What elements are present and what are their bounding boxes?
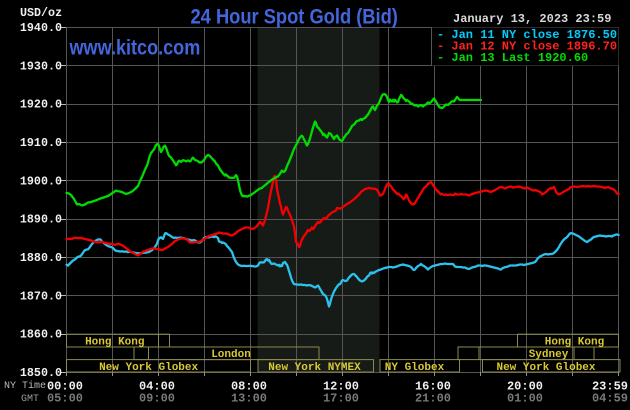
svg-text:Hong Kong: Hong Kong (545, 337, 604, 349)
svg-text:16:00: 16:00 (415, 380, 451, 394)
svg-text:January 13, 2023 23:59: January 13, 2023 23:59 (453, 12, 611, 26)
svg-text:1880.0: 1880.0 (20, 251, 62, 265)
svg-text:12:00: 12:00 (323, 380, 359, 394)
svg-text:1940.0: 1940.0 (20, 21, 62, 35)
svg-text:1930.0: 1930.0 (20, 59, 62, 73)
svg-text:New York Globex: New York Globex (99, 362, 198, 374)
svg-text:17:00: 17:00 (323, 392, 359, 406)
svg-text:- Jan 13 Last 1920.60: - Jan 13 Last 1920.60 (437, 51, 588, 65)
svg-text:01:00: 01:00 (507, 392, 543, 406)
svg-text:- Jan 11 NY close 1876.50: - Jan 11 NY close 1876.50 (437, 28, 617, 42)
svg-text:NY Time: NY Time (4, 380, 46, 392)
svg-text:1860.0: 1860.0 (20, 328, 62, 342)
svg-text:Sydney: Sydney (529, 349, 569, 361)
svg-text:00:00: 00:00 (47, 380, 83, 394)
svg-text:21:00: 21:00 (415, 392, 451, 406)
svg-text:04:00: 04:00 (139, 380, 175, 394)
svg-text:Hong Kong: Hong Kong (85, 337, 144, 349)
svg-text:08:00: 08:00 (231, 380, 267, 394)
svg-text:1850.0: 1850.0 (20, 366, 62, 380)
svg-text:www.kitco.com: www.kitco.com (69, 36, 201, 60)
svg-text:- Jan 12 NY close 1896.70: - Jan 12 NY close 1896.70 (437, 40, 617, 54)
svg-text:London: London (211, 349, 251, 361)
svg-text:1870.0: 1870.0 (20, 289, 62, 303)
svg-text:05:00: 05:00 (47, 392, 83, 406)
svg-text:20:00: 20:00 (507, 380, 543, 394)
svg-text:13:00: 13:00 (231, 392, 267, 406)
svg-text:09:00: 09:00 (139, 392, 175, 406)
svg-text:New York NYMEX: New York NYMEX (268, 362, 361, 374)
svg-text:1910.0: 1910.0 (20, 136, 62, 150)
svg-text:GMT: GMT (21, 394, 39, 405)
svg-text:New York Globex: New York Globex (496, 362, 595, 374)
svg-text:04:59: 04:59 (592, 392, 628, 406)
svg-text:USD/oz: USD/oz (20, 6, 62, 20)
svg-text:1890.0: 1890.0 (20, 213, 62, 227)
svg-text:1920.0: 1920.0 (20, 98, 62, 112)
svg-text:1900.0: 1900.0 (20, 174, 62, 188)
svg-text:24 Hour Spot Gold (Bid): 24 Hour Spot Gold (Bid) (191, 5, 398, 28)
svg-text:NY Globex: NY Globex (385, 362, 445, 374)
svg-text:23:59: 23:59 (592, 380, 628, 394)
